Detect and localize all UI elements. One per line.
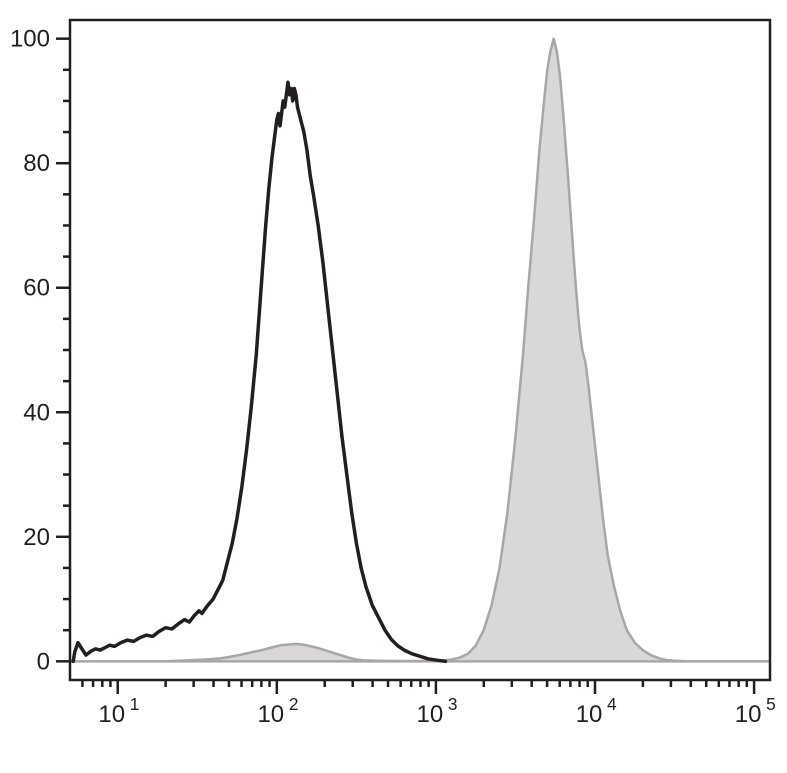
y-tick-label: 80 bbox=[23, 150, 50, 177]
y-tick-label: 100 bbox=[10, 26, 50, 53]
x-tick-superscript: 1 bbox=[130, 694, 140, 714]
y-tick-label: 60 bbox=[23, 275, 50, 302]
y-tick-label: 40 bbox=[23, 399, 50, 426]
x-tick-superscript: 5 bbox=[766, 694, 776, 714]
chart-svg: 020406080100101102103104105 bbox=[0, 0, 787, 773]
x-tick-superscript: 4 bbox=[607, 694, 617, 714]
x-tick-label: 10 bbox=[576, 701, 603, 728]
y-tick-label: 0 bbox=[37, 648, 50, 675]
x-tick-label: 10 bbox=[98, 701, 125, 728]
x-tick-label: 10 bbox=[257, 701, 284, 728]
x-tick-superscript: 2 bbox=[289, 694, 299, 714]
x-tick-label: 10 bbox=[417, 701, 444, 728]
x-tick-superscript: 3 bbox=[448, 694, 458, 714]
x-tick-label: 10 bbox=[735, 701, 762, 728]
flow-cytometry-chart: 020406080100101102103104105 bbox=[0, 0, 787, 773]
y-tick-label: 20 bbox=[23, 524, 50, 551]
